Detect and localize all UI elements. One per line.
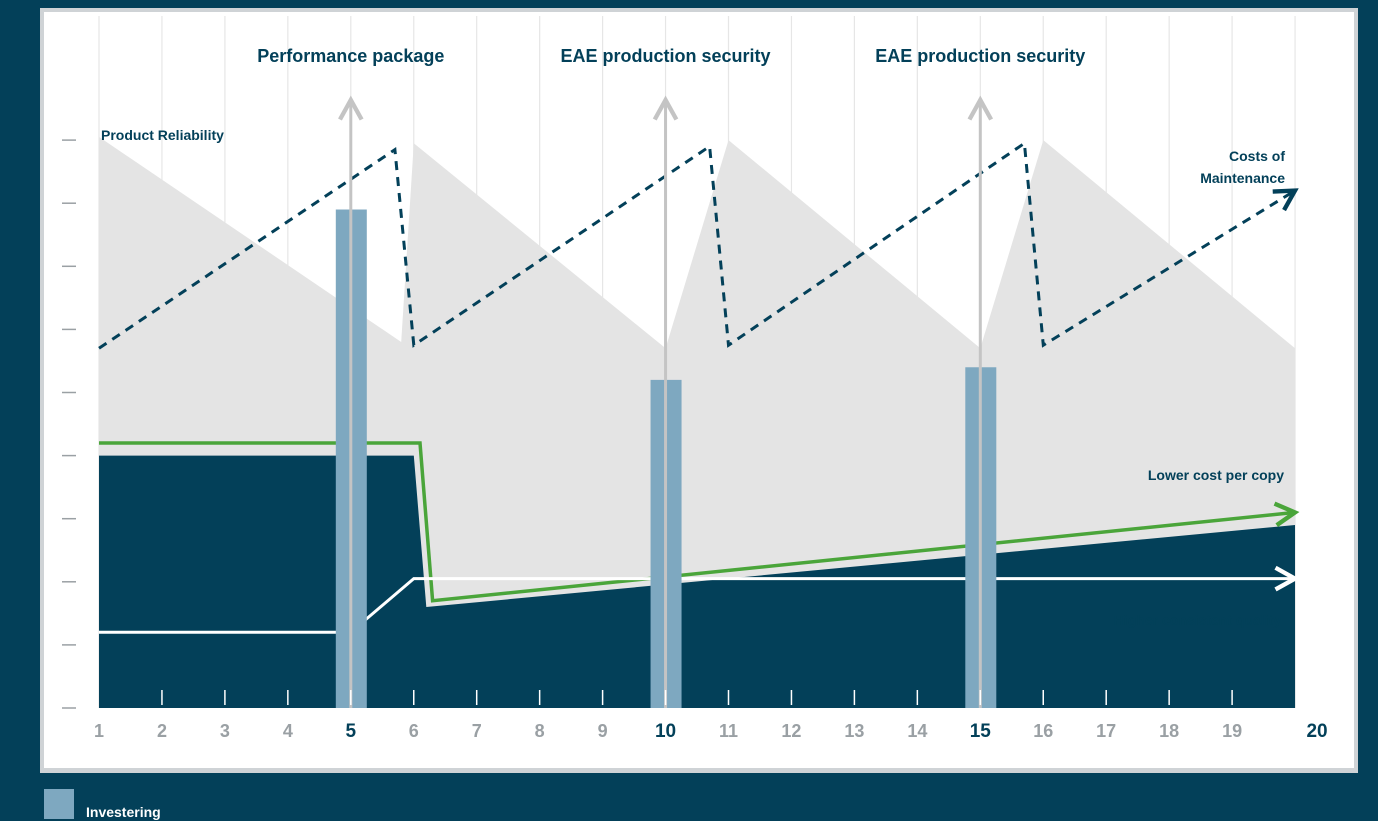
x-tick-label: 20 (1306, 721, 1327, 742)
line-layer (98, 140, 1295, 634)
lower-cost-line (99, 441, 1295, 603)
milestone-label: Performance package (257, 46, 444, 66)
x-tick-label: 7 (472, 721, 482, 741)
axis-layer: 1 2 3 4 5 6 7 8 9 10 11 12 13 14 15 16 17 18 19 20 (62, 139, 1328, 742)
product-reliability-label: Product Reliability (101, 127, 224, 143)
chart-svg: 1 2 3 4 5 6 7 8 9 10 11 12 13 14 15 16 17 18 19 20 Product … (44, 12, 1354, 768)
milestone-label: EAE production security (561, 46, 771, 66)
x-tick-label: 11 (719, 721, 738, 741)
x-tick-label: 12 (781, 721, 801, 741)
legend-label: Investering (86, 804, 161, 820)
x-tick-label: 4 (283, 721, 293, 741)
x-tick-label: 8 (535, 721, 545, 741)
legend: Investering (44, 786, 161, 820)
x-tick-label: 19 (1222, 721, 1242, 741)
milestone-label: EAE production security (875, 46, 1085, 66)
higher-quality-line (99, 579, 1295, 634)
x-tick-label: 10 (655, 721, 676, 742)
x-tick-label: 3 (220, 721, 230, 741)
x-tick-label: 1 (94, 721, 104, 741)
costs-label-line2: Maintenance (1200, 170, 1285, 186)
x-tick-label: 6 (409, 721, 419, 741)
label-layer: Product Reliability Costs of Maintenance… (101, 46, 1285, 628)
x-tick-label: 5 (346, 721, 357, 742)
lower-cost-label: Lower cost per copy (1148, 467, 1284, 483)
x-tick-label: 9 (598, 721, 608, 741)
higher-quality-label: Higher consistent quality (1114, 612, 1281, 628)
x-tick-label: 13 (844, 721, 864, 741)
costs-label-line1: Costs of (1229, 148, 1285, 164)
x-tick-label: 15 (970, 721, 992, 742)
x-tick-label: 14 (907, 721, 927, 741)
x-tick-label: 2 (157, 721, 167, 741)
legend-swatch (44, 789, 74, 819)
x-tick-label: 16 (1033, 721, 1053, 741)
maintenance-line (98, 140, 1295, 350)
x-tick-label: 18 (1159, 721, 1179, 741)
chart-frame: 1 2 3 4 5 6 7 8 9 10 11 12 13 14 15 16 17 18 19 20 Product … (40, 8, 1358, 773)
bar-layer (335, 100, 997, 708)
x-tick-label: 17 (1096, 721, 1116, 741)
